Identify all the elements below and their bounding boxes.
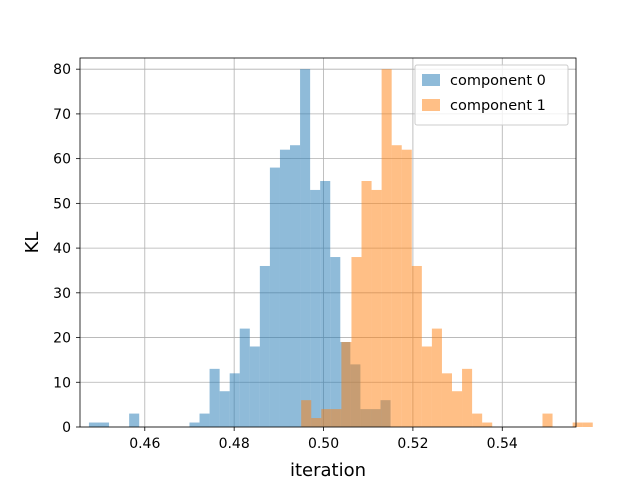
y-tick-label: 60 — [53, 152, 71, 168]
histogram-bar-series-1 — [391, 145, 402, 427]
histogram-bar-series-0 — [129, 413, 140, 427]
histogram-bar-series-0 — [189, 422, 200, 427]
histogram-bar-series-1 — [421, 346, 432, 427]
histogram-bar-series-0 — [320, 181, 331, 427]
histogram-bar-series-1 — [462, 368, 473, 427]
histogram-bar-series-1 — [401, 149, 412, 427]
legend-label: component 0 — [450, 73, 546, 89]
histogram-bar-series-0 — [199, 413, 210, 427]
histogram-bar-series-0 — [219, 391, 230, 427]
histogram-bar-series-0 — [229, 373, 240, 427]
histogram-bar-series-0 — [290, 145, 301, 427]
histogram-bar-series-0 — [259, 265, 270, 427]
legend-swatch — [422, 99, 440, 111]
histogram-bar-series-1 — [301, 400, 312, 427]
y-tick-label: 50 — [53, 196, 71, 212]
histogram-bar-series-1 — [351, 257, 362, 427]
y-axis-label: KL — [22, 232, 43, 254]
histogram-bar-series-1 — [381, 69, 392, 427]
x-tick-label: 0.46 — [129, 436, 160, 452]
histogram-bar-series-1 — [331, 409, 342, 427]
y-tick-label: 40 — [53, 241, 71, 257]
y-tick-label: 30 — [53, 286, 71, 302]
legend: component 0 component 1 — [414, 64, 569, 126]
histogram-bar-series-0 — [310, 189, 321, 427]
y-tick-label: 20 — [53, 331, 71, 347]
histogram-bar-series-1 — [341, 342, 352, 427]
plot-frame — [79, 57, 577, 428]
histogram-bar-series-0 — [98, 422, 110, 427]
histogram-bar-series-1 — [472, 413, 483, 427]
y-tick-label: 0 — [62, 420, 71, 436]
legend-label: component 1 — [450, 98, 546, 114]
histogram-bar-series-1 — [572, 422, 583, 427]
y-tick-label: 80 — [53, 62, 71, 78]
x-tick-label: 0.50 — [308, 436, 339, 452]
histogram-bar-series-1 — [452, 391, 463, 427]
histogram-bar-series-0 — [209, 368, 220, 427]
histogram-bar-series-1 — [361, 181, 372, 427]
histogram-bar-series-0 — [279, 149, 291, 427]
histogram-bar-series-0 — [300, 69, 311, 427]
histogram-bar-series-1 — [582, 422, 593, 427]
histogram-bar-series-1 — [411, 265, 422, 427]
x-tick-label: 0.52 — [397, 436, 428, 452]
histogram-bar-series-1 — [441, 373, 452, 427]
histogram-bar-series-1 — [542, 413, 553, 427]
legend-box — [414, 64, 569, 126]
histogram-bar-series-0 — [239, 328, 250, 427]
y-tick-label: 70 — [53, 107, 71, 123]
x-axis-label: iteration — [290, 460, 366, 480]
legend-swatch — [422, 74, 440, 86]
histogram-bar-series-0 — [88, 422, 99, 427]
histogram-bar-series-1 — [321, 409, 332, 427]
histogram-bar-series-1 — [431, 328, 442, 427]
histogram-bar-series-0 — [330, 257, 341, 427]
histogram-bar-series-1 — [371, 189, 382, 427]
axis-ticks: 0.46 0.48 0.50 0.52 0.54 0 10 20 30 40 50 60 70 80 — [53, 62, 518, 452]
y-tick-label: 10 — [53, 375, 71, 391]
histogram-bar-series-1 — [311, 418, 322, 427]
histogram-bar-series-0 — [249, 346, 260, 427]
histogram-bar-series-0 — [269, 167, 280, 427]
histogram-bar-series-1 — [482, 422, 493, 427]
histogram-bars — [88, 69, 593, 427]
x-tick-label: 0.48 — [219, 436, 250, 452]
x-tick-label: 0.54 — [487, 436, 518, 452]
